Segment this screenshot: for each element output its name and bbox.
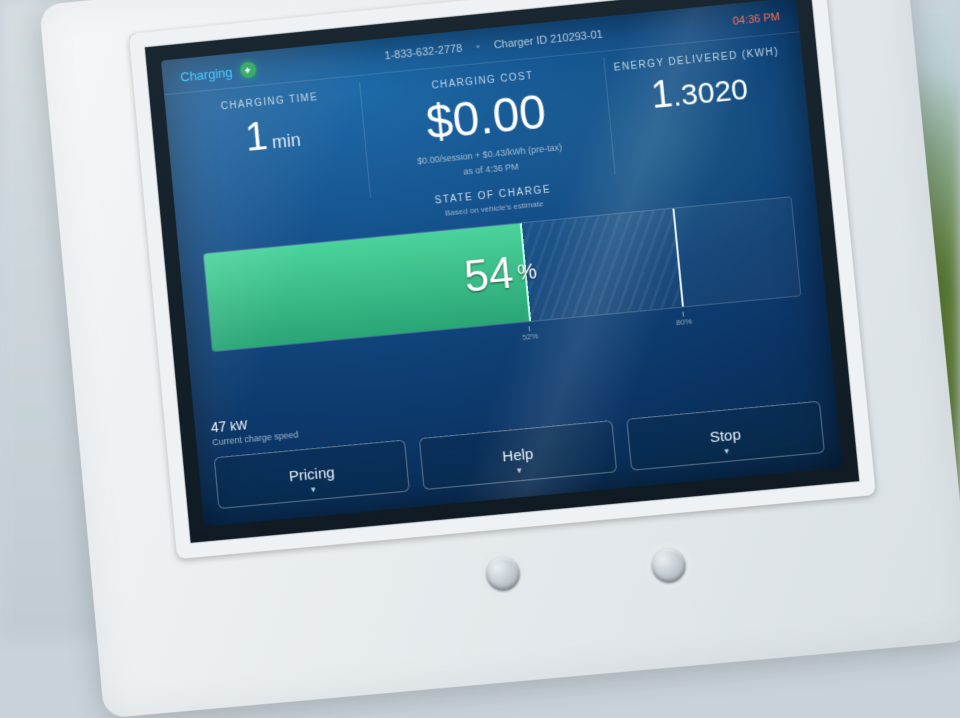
pricing-button-label: Pricing bbox=[288, 464, 335, 485]
footer: 47 kW Current charge speed Pricing ▾ Hel… bbox=[194, 361, 842, 526]
energy-rest-digits: .3020 bbox=[671, 73, 749, 113]
separator: • bbox=[476, 41, 481, 53]
screen-bezel: Charging 1-833-632-2778 • Charger ID 210… bbox=[129, 0, 876, 559]
clock: 04:36 PM bbox=[732, 11, 780, 28]
help-button[interactable]: Help ▾ bbox=[419, 420, 617, 490]
support-phone: 1-833-632-2778 bbox=[384, 43, 463, 63]
charger-id: Charger ID 210293-01 bbox=[493, 29, 603, 52]
energy-delivered-value: 1.3020 bbox=[613, 63, 787, 121]
chevron-down-icon: ▾ bbox=[517, 465, 523, 476]
hardware-button-left[interactable] bbox=[484, 555, 521, 592]
kiosk-housing: Charging 1-833-632-2778 • Charger ID 210… bbox=[39, 0, 960, 718]
energy-delivered-metric: ENERGY DELIVERED (kWh) 1.3020 bbox=[604, 40, 798, 175]
chevron-down-icon: ▾ bbox=[724, 446, 730, 457]
soc-tick-fill-label: 52% bbox=[522, 332, 539, 342]
status-label: Charging bbox=[180, 64, 233, 84]
charging-time-value: 1min bbox=[187, 105, 360, 165]
stop-button-label: Stop bbox=[709, 426, 742, 446]
soc-percent-number: 54 bbox=[462, 249, 515, 303]
soc-tick-max-label: 80% bbox=[676, 317, 693, 328]
charge-speed-unit: kW bbox=[230, 418, 248, 434]
stop-button[interactable]: Stop ▾ bbox=[626, 401, 825, 471]
touchscreen[interactable]: Charging 1-833-632-2778 • Charger ID 210… bbox=[161, 0, 843, 527]
charge-speed-value: 47 bbox=[210, 418, 227, 435]
charging-time-number: 1 bbox=[243, 114, 269, 160]
charging-cost-metric: CHARGING COST $0.00 $0.00/session + $0.4… bbox=[359, 58, 615, 198]
charging-time-metric: CHARGING TIME 1min bbox=[178, 82, 369, 216]
lightning-icon bbox=[239, 61, 256, 78]
help-button-label: Help bbox=[502, 445, 534, 465]
status-group: Charging bbox=[180, 61, 257, 84]
soc-percent-sign: % bbox=[516, 258, 538, 286]
pricing-button[interactable]: Pricing ▾ bbox=[214, 439, 410, 509]
chevron-down-icon: ▾ bbox=[310, 484, 316, 495]
soc-tick-max: 80% bbox=[675, 311, 692, 328]
soc-tick-fill: 52% bbox=[521, 326, 538, 342]
charging-time-unit: min bbox=[271, 130, 302, 153]
hardware-button-right[interactable] bbox=[650, 547, 687, 584]
